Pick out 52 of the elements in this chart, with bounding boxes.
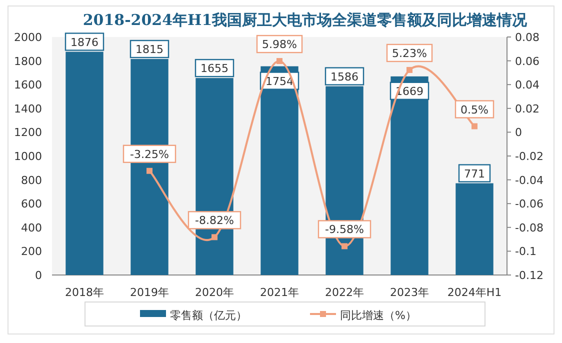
point (472, 123, 478, 130)
chart-title: 2018-2024年H1我国厨卫大电市场全渠道零售额及同比增速情况 (82, 11, 528, 29)
y-tick-label: 600 (21, 198, 42, 211)
y2-tick-label: -0.1 (515, 245, 536, 258)
data-label: 1586 (330, 70, 358, 84)
y-tick-label: 0 (35, 269, 42, 282)
data-label: 1655 (200, 62, 228, 76)
data-label: 1815 (136, 43, 164, 56)
point (406, 66, 412, 73)
y2-tick-label: -0.02 (515, 150, 544, 163)
y-tick-label: 1200 (14, 126, 42, 140)
data-label: -8.82% (195, 214, 234, 228)
bar (390, 76, 428, 275)
data-label: 1876 (70, 36, 98, 49)
point (212, 234, 218, 240)
y-tick-label: 200 (21, 245, 42, 258)
x-tick-label: 2022年 (325, 286, 364, 299)
y2-tick-label: 0.08 (515, 31, 540, 44)
y2-tick-label: 0.02 (515, 102, 540, 116)
data-label: 5.23% (392, 46, 427, 60)
y-tick-label: 1600 (14, 78, 42, 92)
x-tick-label: 2019年 (130, 286, 169, 299)
point (342, 243, 348, 250)
x-tick-label: 2023年 (390, 286, 429, 299)
y-tick-label: 400 (21, 221, 42, 234)
data-label: 5.98% (262, 38, 297, 52)
x-tick-label: 2024年H1 (447, 286, 502, 299)
y2-tick-label: -0.12 (515, 269, 544, 282)
y-tick-label: 1000 (14, 150, 42, 163)
y-tick-label: 1400 (14, 102, 42, 116)
x-tick-label: 2018年 (65, 286, 104, 299)
y2-tick-label: 0.04 (515, 78, 540, 92)
data-label: -3.25% (130, 148, 169, 161)
point (276, 58, 282, 64)
y-tick-label: 800 (21, 174, 42, 187)
point (146, 168, 152, 174)
data-label: -9.58% (325, 223, 364, 236)
y-tick-label: 1800 (14, 54, 42, 68)
x-tick-label: 2020年 (195, 286, 234, 299)
data-label: 0.5% (460, 103, 488, 116)
y2-tick-label: -0.04 (515, 174, 544, 187)
bar (260, 66, 298, 275)
data-label: 771 (464, 167, 485, 180)
y2-tick-label: -0.08 (515, 221, 544, 234)
x-tick-label: 2021年 (260, 286, 299, 299)
y2-tick-label: 0.06 (515, 54, 540, 68)
legend-label: 同比增速（%） (340, 309, 416, 322)
y2-tick-label: -0.06 (515, 198, 544, 211)
legend-label: 零售额（亿元） (170, 309, 247, 322)
y-tick-label: 2000 (14, 31, 42, 44)
y2-tick-label: 0 (515, 126, 522, 140)
data-label: 1754 (266, 74, 294, 88)
